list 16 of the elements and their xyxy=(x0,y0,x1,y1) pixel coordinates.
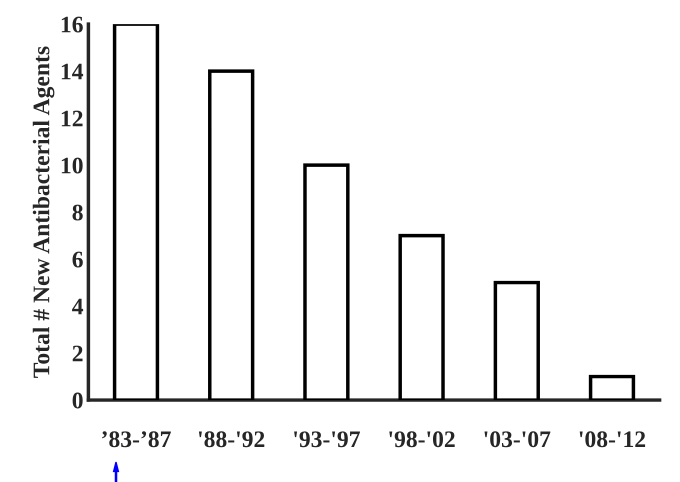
y-tick-label: 14 xyxy=(62,64,84,80)
y-tick-label: 8 xyxy=(72,204,83,221)
x-tick-label: '88-'92 xyxy=(198,431,264,448)
x-tick-label: '98-'02 xyxy=(389,431,455,448)
x-tick-label: '93-'97 xyxy=(294,431,360,448)
y-tick-label: 12 xyxy=(62,110,83,126)
y-axis-title: Total # New Antibacterial Agents xyxy=(32,46,54,378)
x-tick-label: ’83-’87 xyxy=(102,431,171,448)
y-tick-label: 0 xyxy=(72,392,83,408)
x-tick-label: '08-'12 xyxy=(580,431,646,448)
y-tick-label: 6 xyxy=(72,252,83,268)
y-tick-label: 2 xyxy=(72,346,83,362)
x-tick-label: '03-'07 xyxy=(484,431,550,448)
y-tick-label: 4 xyxy=(72,298,84,314)
y-tick-label: 10 xyxy=(62,158,83,174)
y-tick-label: 16 xyxy=(62,16,83,33)
